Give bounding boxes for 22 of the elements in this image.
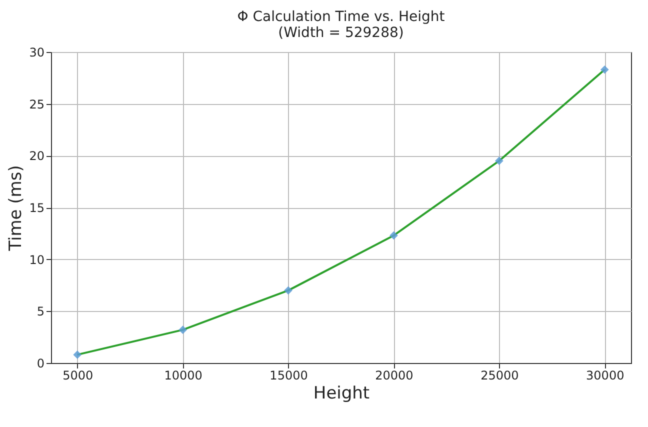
point	[600, 65, 609, 74]
point	[178, 326, 187, 334]
y-tick-label: 20	[29, 149, 44, 164]
y-tick-label: 30	[29, 46, 44, 60]
x-tick-label: 20000	[375, 368, 414, 382]
chart-title: Φ Calculation Time vs. Height (Width = 529288)	[237, 9, 446, 41]
x-tick-label: 25000	[480, 368, 519, 382]
y-tick-label: 0	[36, 356, 44, 370]
y-tick-label: 25	[29, 97, 44, 112]
x-tick-label: 5000	[62, 368, 94, 382]
point	[390, 231, 398, 240]
point	[495, 156, 504, 166]
y-tick-label: 15	[29, 201, 44, 215]
x-tick-label: 30000	[586, 368, 624, 382]
y-tick-label: 10	[29, 252, 44, 267]
point	[73, 350, 82, 359]
y-axis-title: Time (ms)	[6, 165, 26, 252]
point	[284, 286, 292, 295]
x-tick-label: 10000	[164, 368, 202, 382]
x-axis-title: Height	[313, 384, 370, 404]
y-tick-label: 5	[36, 304, 44, 319]
x-tick-label: 15000	[270, 368, 308, 382]
